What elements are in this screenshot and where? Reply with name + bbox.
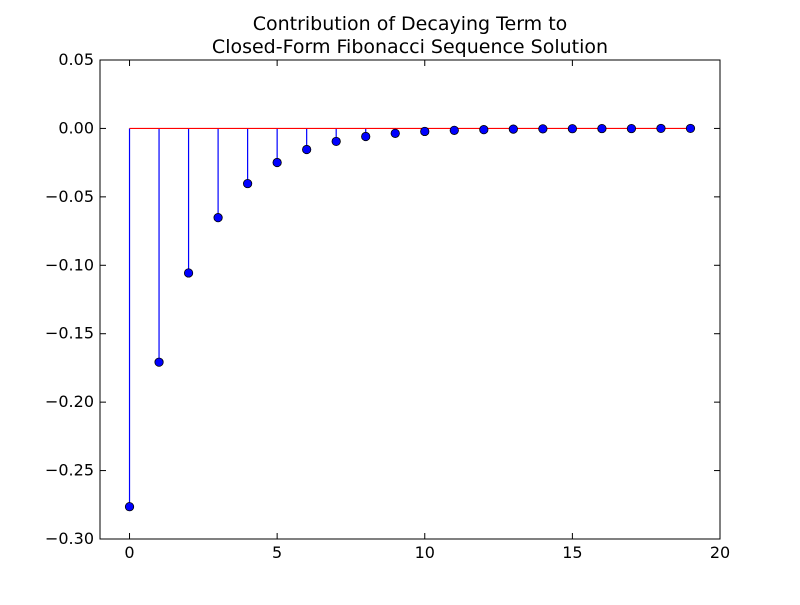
stem-marker: [213, 213, 223, 223]
stem-marker: [626, 123, 637, 134]
chart-title-line-2: Closed-Form Fibonacci Sequence Solution: [212, 36, 608, 58]
stem-marker: [479, 125, 489, 135]
x-tick-label: 0: [124, 543, 134, 562]
stem-marker: [331, 136, 341, 147]
stem-marker: [154, 357, 164, 367]
x-tick-label: 20: [710, 543, 730, 562]
stem-marker: [538, 124, 548, 134]
stem-marker: [183, 268, 194, 278]
y-tick-label: −0.10: [45, 255, 94, 274]
stem-marker: [420, 126, 430, 137]
stem-marker: [685, 123, 696, 134]
stem-marker: [361, 131, 371, 142]
stem-marker: [597, 123, 607, 134]
stem-marker: [124, 502, 135, 512]
stem-marker: [567, 124, 577, 134]
y-tick-label: 0.00: [58, 118, 94, 137]
x-tick-label: 10: [415, 543, 435, 562]
axes-frame: [99, 59, 721, 540]
stem-marker: [508, 124, 518, 134]
chart-title-line-1: Contribution of Decaying Term to: [253, 13, 568, 35]
stem-marker: [656, 123, 666, 134]
stem-marker: [449, 125, 459, 135]
x-tick-label: 5: [272, 543, 282, 562]
stem-marker: [390, 128, 400, 138]
y-tick-label: −0.05: [45, 187, 94, 206]
y-tick-label: −0.15: [45, 324, 94, 343]
stem-marker: [302, 144, 312, 155]
y-tick-label: −0.30: [45, 529, 94, 548]
stem-marker: [272, 157, 282, 168]
stem-marker: [243, 178, 253, 189]
plot-area: 0 5 10 15 20 0.05 0.00 −0.05 −0.10 −0.15 −0.20 −0.2…: [45, 50, 730, 562]
x-tick-label: 15: [562, 543, 582, 562]
y-tick-label: 0.05: [58, 50, 94, 69]
y-tick-label: −0.25: [45, 461, 94, 480]
y-tick-label: −0.20: [45, 392, 94, 411]
